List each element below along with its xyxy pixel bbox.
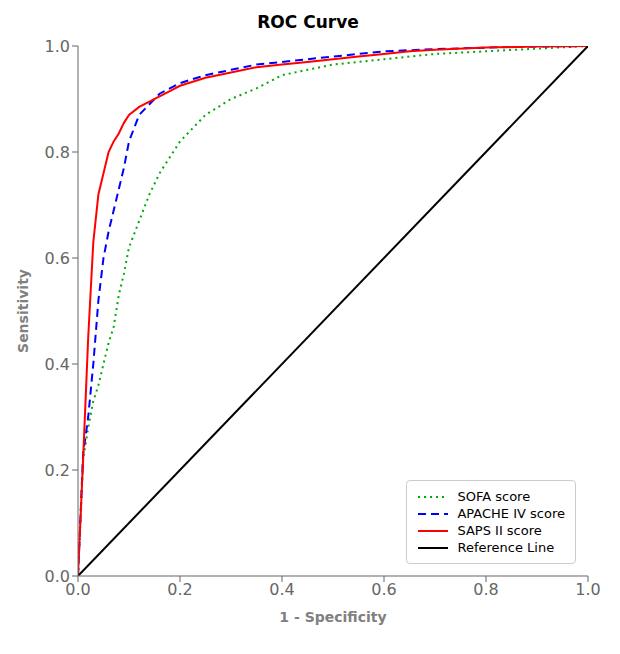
- svg-text:0.0: 0.0: [65, 580, 91, 600]
- html-text:Reference Line: Reference Line: [457, 540, 555, 555]
- svg-text:0.4: 0.4: [45, 355, 70, 374]
- html-text:ROC Curve: ROC Curve: [257, 12, 359, 32]
- svg-text:0.2: 0.2: [45, 461, 70, 480]
- svg-text:0.2: 0.2: [167, 580, 192, 599]
- svg-text:0.8: 0.8: [45, 143, 70, 162]
- svg-text:0.4: 0.4: [269, 580, 294, 599]
- svg-text:1 - Specificity: 1 - Specificity: [279, 609, 386, 625]
- svg-text:0.6: 0.6: [45, 249, 70, 268]
- svg-text:0.0: 0.0: [45, 567, 70, 586]
- svg-text:0.8: 0.8: [473, 580, 498, 599]
- svg-text:0.6: 0.6: [371, 580, 396, 599]
- html-text:SOFA score: SOFA score: [457, 489, 531, 504]
- html-text:APACHE IV score: APACHE IV score: [457, 506, 565, 521]
- svg-text:1.0: 1.0: [575, 580, 600, 599]
- html-text:SAPS II score: SAPS II score: [457, 523, 542, 538]
- svg-text:Sensitivity: Sensitivity: [15, 269, 31, 353]
- svg-text:1.0: 1.0: [45, 37, 70, 56]
